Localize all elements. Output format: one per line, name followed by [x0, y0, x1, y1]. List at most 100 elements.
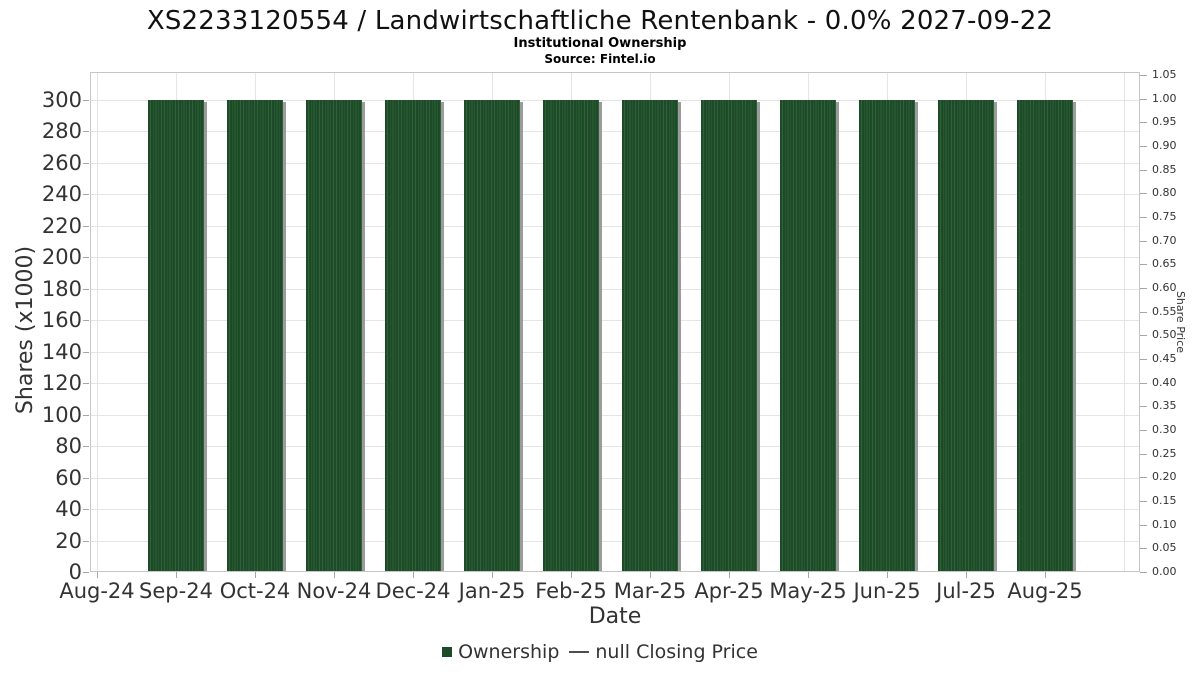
bar-cluster-Feb-25[interactable] — [543, 100, 599, 571]
y-left-tick-mark — [83, 383, 89, 385]
gridline-v — [97, 73, 98, 571]
x-tick-label: May-25 — [769, 579, 847, 603]
bar-cluster-Apr-25[interactable] — [701, 100, 757, 571]
y-right-tick-label: 0.05 — [1152, 541, 1177, 555]
y-right-tick-mark — [1140, 501, 1147, 502]
legend-item-ownership[interactable]: Ownership — [442, 641, 559, 663]
x-tick-label: Aug-25 — [1007, 579, 1083, 603]
x-tick-mark — [334, 572, 335, 578]
y-left-tick-mark — [83, 509, 89, 511]
x-tick-mark — [966, 572, 967, 578]
x-tick-mark — [808, 572, 809, 578]
x-tick-label: Sep-24 — [139, 579, 213, 603]
y-right-tick-label: 0.00 — [1152, 565, 1177, 578]
y-left-tick-mark — [83, 131, 89, 133]
y-right-tick-mark — [1140, 240, 1147, 242]
gridline-h — [91, 100, 1139, 101]
y-right-tick-label: 0.95 — [1152, 115, 1177, 129]
y-left-tick-mark — [83, 162, 89, 164]
plot-area — [90, 72, 1140, 572]
y-right-tick-label: 0.55 — [1152, 304, 1177, 318]
y-right-tick-mark — [1140, 453, 1147, 455]
y-left-tick-mark — [83, 446, 89, 448]
gridline-h — [91, 509, 1139, 511]
y-right-tick-mark — [1140, 122, 1147, 124]
legend-item-label: Ownership — [458, 641, 560, 663]
x-tick-label: Feb-25 — [535, 579, 607, 603]
y-left-tick-label: 280 — [41, 119, 82, 144]
y-left-tick-label: 300 — [41, 88, 82, 112]
gridline-h — [91, 446, 1139, 448]
y-right-tick-mark — [1140, 430, 1147, 431]
x-tick-mark — [176, 572, 177, 578]
y-left-tick-mark — [83, 194, 89, 196]
y-right-tick-label: 0.25 — [1152, 446, 1177, 460]
x-tick-mark — [492, 572, 493, 578]
bar-cluster-Nov-24[interactable] — [306, 100, 362, 571]
gridline-h — [91, 225, 1139, 227]
y-right-tick-mark — [1140, 146, 1147, 147]
gridline-h — [91, 131, 1139, 133]
x-tick-label: Apr-25 — [694, 579, 764, 603]
y-right-tick-mark — [1140, 359, 1147, 360]
x-tick-label: Dec-24 — [375, 579, 451, 603]
y-left-tick-label: 220 — [41, 213, 82, 238]
y-right-tick-label: 0.75 — [1152, 210, 1177, 223]
bar-cluster-Mar-25[interactable] — [622, 100, 678, 571]
x-tick-label: Jul-25 — [936, 579, 996, 603]
legend: Ownership null Closing Price — [0, 641, 1200, 663]
x-tick-mark — [650, 572, 651, 578]
y-right-tick-label: 0.80 — [1152, 186, 1177, 200]
y-right-tick-label: 0.85 — [1152, 162, 1177, 176]
bar-cluster-Jan-25[interactable] — [464, 100, 520, 571]
y-right-tick-mark — [1140, 288, 1147, 289]
x-tick-label: Jun-25 — [853, 579, 921, 603]
y-right-tick-label: 0.10 — [1152, 517, 1177, 531]
bar-cluster-Sep-24[interactable] — [148, 100, 204, 571]
x-tick-label: Aug-24 — [59, 579, 135, 603]
y-left-tick-mark — [83, 351, 89, 353]
x-tick-mark — [1045, 572, 1046, 578]
chart-subtitle: Institutional Ownership — [513, 36, 687, 51]
bar-cluster-Aug-25[interactable] — [1017, 100, 1073, 571]
bar-cluster-May-25[interactable] — [780, 100, 836, 571]
gridline-h — [91, 540, 1139, 542]
y-left-tick-label: 180 — [41, 276, 82, 301]
y-left-tick-label: 0 — [68, 560, 82, 584]
y-right-tick-label: 0.70 — [1152, 233, 1177, 247]
y-right-tick-mark — [1140, 217, 1147, 218]
y-right-tick-mark — [1140, 548, 1147, 550]
bar-cluster-Dec-24[interactable] — [385, 100, 441, 571]
y-right-tick-mark — [1140, 169, 1147, 171]
gridline-h — [91, 162, 1139, 164]
y-right-tick-mark — [1140, 477, 1147, 479]
x-tick-label: Nov-24 — [296, 579, 372, 603]
y-left-tick-label: 60 — [55, 465, 82, 490]
gridline-h — [91, 320, 1139, 322]
y-left-tick-mark — [83, 288, 89, 290]
bar-cluster-Oct-24[interactable] — [227, 100, 283, 571]
x-axis-title: Date — [588, 604, 642, 629]
gridline-h — [91, 383, 1139, 385]
x-tick-mark — [255, 572, 256, 578]
y-right-tick-mark — [1140, 98, 1147, 100]
bar-cluster-Jul-25[interactable] — [938, 100, 994, 571]
legend-item-null-closing-price[interactable]: null Closing Price — [569, 641, 758, 663]
y-left-tick-label: 260 — [41, 150, 82, 175]
y-left-tick-label: 100 — [41, 402, 82, 427]
legend-line-icon — [569, 651, 590, 653]
y-left-tick-mark — [83, 100, 89, 101]
y-right-tick-mark — [1140, 335, 1147, 337]
y-right-tick-mark — [1140, 524, 1147, 526]
gridline-h — [91, 414, 1139, 416]
y-left-tick-mark — [83, 257, 89, 259]
x-tick-mark — [729, 572, 730, 578]
x-tick-label: Mar-25 — [613, 579, 687, 603]
bar-cluster-Jun-25[interactable] — [859, 100, 915, 571]
y-left-tick-label: 240 — [41, 182, 82, 207]
x-tick-label: Jan-25 — [458, 579, 526, 603]
x-tick-label: Oct-24 — [219, 579, 291, 603]
x-tick-mark — [571, 572, 572, 578]
gridline-h — [91, 288, 1139, 290]
